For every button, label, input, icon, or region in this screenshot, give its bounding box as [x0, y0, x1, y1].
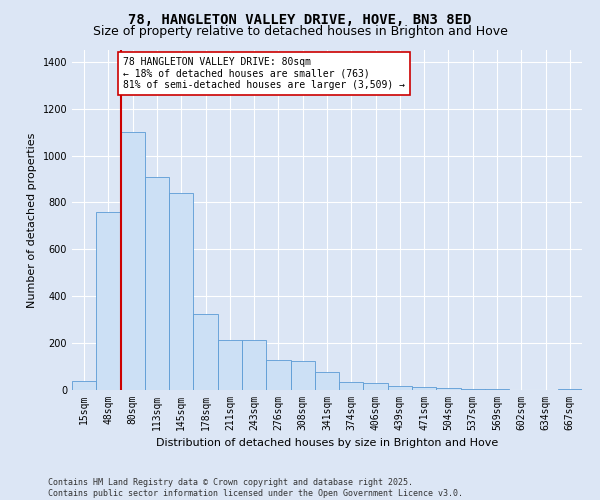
Bar	[96, 212, 121, 390]
Text: 78 HANGLETON VALLEY DRIVE: 80sqm
← 18% of detached houses are smaller (763)
81% : 78 HANGLETON VALLEY DRIVE: 80sqm ← 18% o…	[123, 57, 405, 90]
Text: Size of property relative to detached houses in Brighton and Hove: Size of property relative to detached ho…	[92, 25, 508, 38]
Bar	[145, 176, 169, 390]
Bar	[339, 382, 364, 390]
Bar	[218, 340, 242, 390]
Bar	[364, 384, 388, 390]
X-axis label: Distribution of detached houses by size in Brighton and Hove: Distribution of detached houses by size …	[156, 438, 498, 448]
Bar	[412, 387, 436, 390]
Text: 78, HANGLETON VALLEY DRIVE, HOVE, BN3 8ED: 78, HANGLETON VALLEY DRIVE, HOVE, BN3 8E…	[128, 12, 472, 26]
Bar	[169, 193, 193, 390]
Bar	[121, 132, 145, 390]
Bar	[315, 372, 339, 390]
Bar	[72, 380, 96, 390]
Bar	[388, 386, 412, 390]
Bar	[436, 388, 461, 390]
Y-axis label: Number of detached properties: Number of detached properties	[27, 132, 37, 308]
Bar	[266, 360, 290, 390]
Bar	[461, 388, 485, 390]
Bar	[485, 389, 509, 390]
Bar	[242, 340, 266, 390]
Bar	[193, 314, 218, 390]
Text: Contains HM Land Registry data © Crown copyright and database right 2025.
Contai: Contains HM Land Registry data © Crown c…	[48, 478, 463, 498]
Bar	[290, 360, 315, 390]
